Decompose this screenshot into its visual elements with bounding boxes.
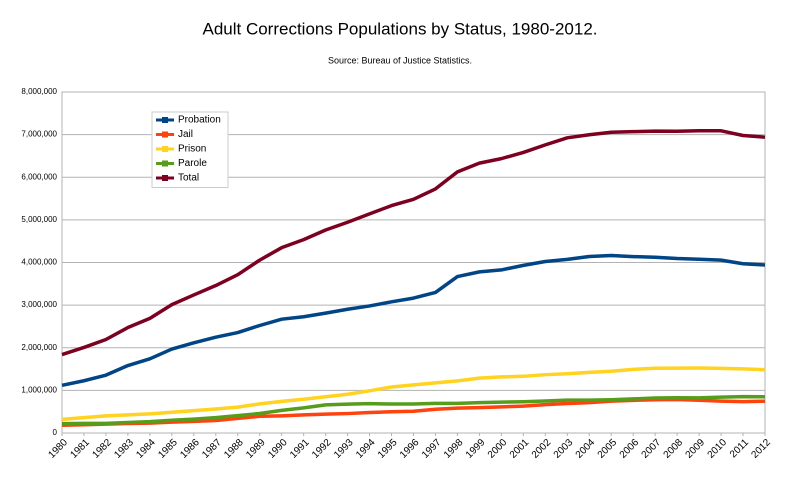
x-tick-label: 1993 [332, 437, 356, 461]
x-tick-label: 1983 [112, 437, 136, 461]
legend-swatch-marker [162, 146, 168, 152]
legend-swatch-marker [162, 175, 168, 181]
x-tick-label: 1984 [134, 437, 158, 461]
series-line [61, 394, 766, 426]
x-tick-label: 2000 [486, 437, 510, 461]
x-tick-label: 1988 [222, 437, 246, 461]
y-tick-label: 7,000,000 [21, 130, 57, 139]
x-tick-label: 2011 [728, 437, 751, 460]
x-tick-label: 1990 [266, 437, 290, 461]
x-tick-label: 1980 [46, 437, 70, 461]
legend-swatch-marker [162, 117, 168, 123]
x-tick-label: 1987 [200, 437, 224, 461]
x-tick-label: 1985 [156, 437, 180, 461]
x-tick-label: 1997 [420, 437, 444, 461]
x-tick-label: 2012 [749, 437, 773, 461]
y-tick-label: 0 [53, 428, 58, 437]
y-tick-label: 8,000,000 [21, 87, 57, 96]
x-tick-label: 1994 [354, 437, 378, 461]
x-tick-label: 1982 [90, 437, 114, 461]
legend-swatch-marker [162, 160, 168, 167]
x-tick-label: 1989 [244, 437, 268, 461]
legend: Probation Jail Prison Parole Total [151, 111, 229, 188]
x-tick-label: 1992 [310, 437, 334, 461]
x-tick-label: 1995 [376, 437, 400, 461]
chart-title: Adult Corrections Populations by Status,… [202, 19, 597, 38]
x-tick-label: 2007 [640, 437, 664, 461]
x-tick-label: 2004 [574, 437, 598, 461]
x-tick-label: 2001 [508, 437, 532, 461]
x-tick-label: 1996 [398, 437, 422, 461]
legend-label: Jail [178, 129, 193, 140]
y-tick-label: 4,000,000 [21, 258, 57, 267]
x-tick-label: 2008 [662, 437, 686, 461]
x-tick-label: 1986 [178, 437, 202, 461]
x-tick-label: 2003 [552, 437, 576, 461]
x-tick-label: 2009 [684, 437, 708, 461]
x-tick-label: 1998 [442, 437, 466, 461]
x-tick-label: 2002 [530, 437, 554, 461]
series-line [61, 366, 766, 422]
legend-swatch-marker [162, 131, 168, 138]
legend-label: Total [178, 173, 199, 184]
series-line [61, 129, 766, 357]
y-tick-label: 5,000,000 [21, 215, 57, 224]
x-tick-label: 1999 [464, 437, 488, 461]
x-tick-label: 1981 [68, 437, 92, 461]
series-line [61, 253, 766, 388]
x-tick-label: 2006 [618, 437, 642, 461]
chart-subtitle: Source: Bureau of Justice Statistics. [328, 55, 472, 65]
legend-label: Prison [178, 144, 206, 155]
legend-label: Parole [178, 158, 207, 169]
x-tick-label: 1991 [288, 437, 312, 461]
y-tick-label: 2,000,000 [21, 343, 57, 352]
legend-label: Probation [178, 115, 221, 126]
y-tick-label: 3,000,000 [21, 300, 57, 309]
x-tick-label: 2010 [706, 437, 730, 461]
x-tick-label: 2005 [596, 437, 620, 461]
y-tick-label: 6,000,000 [21, 172, 57, 181]
y-tick-label: 1,000,000 [21, 385, 57, 394]
